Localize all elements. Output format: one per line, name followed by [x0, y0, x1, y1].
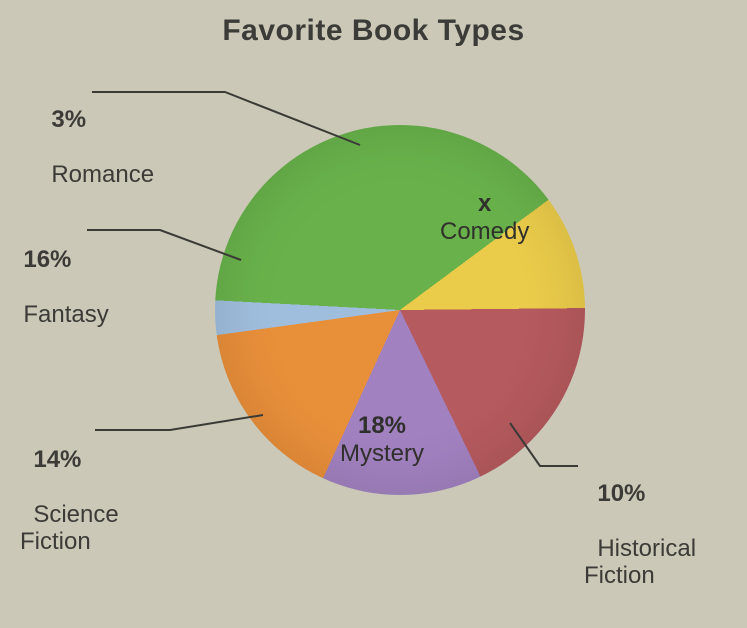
label-fantasy: 16% Fantasy	[10, 218, 109, 328]
pct-historical-fiction: 10%	[597, 480, 645, 507]
name-science-fiction: Science Fiction	[20, 501, 119, 556]
label-romance: 3% Romance	[38, 78, 154, 188]
name-comedy: Comedy	[440, 218, 529, 245]
value-comedy: x	[478, 190, 491, 217]
name-historical-fiction: Historical Fiction	[584, 535, 696, 590]
pct-science-fiction: 14%	[33, 446, 81, 473]
pct-romance: 3%	[51, 106, 86, 133]
name-fantasy: Fantasy	[23, 301, 108, 328]
name-romance: Romance	[51, 161, 154, 188]
pct-fantasy: 16%	[23, 246, 71, 273]
label-science-fiction: 14% Science Fiction	[20, 418, 119, 556]
label-historical-fiction: 10% Historical Fiction	[584, 452, 696, 590]
label-comedy: x Comedy	[440, 190, 529, 245]
chart-container: { "chart": { "type": "pie", "title": "Fa…	[0, 0, 747, 628]
pct-mystery: 18%	[358, 412, 406, 439]
chart-title: Favorite Book Types	[0, 14, 747, 48]
name-mystery: Mystery	[340, 440, 424, 467]
label-mystery: 18% Mystery	[340, 412, 424, 467]
